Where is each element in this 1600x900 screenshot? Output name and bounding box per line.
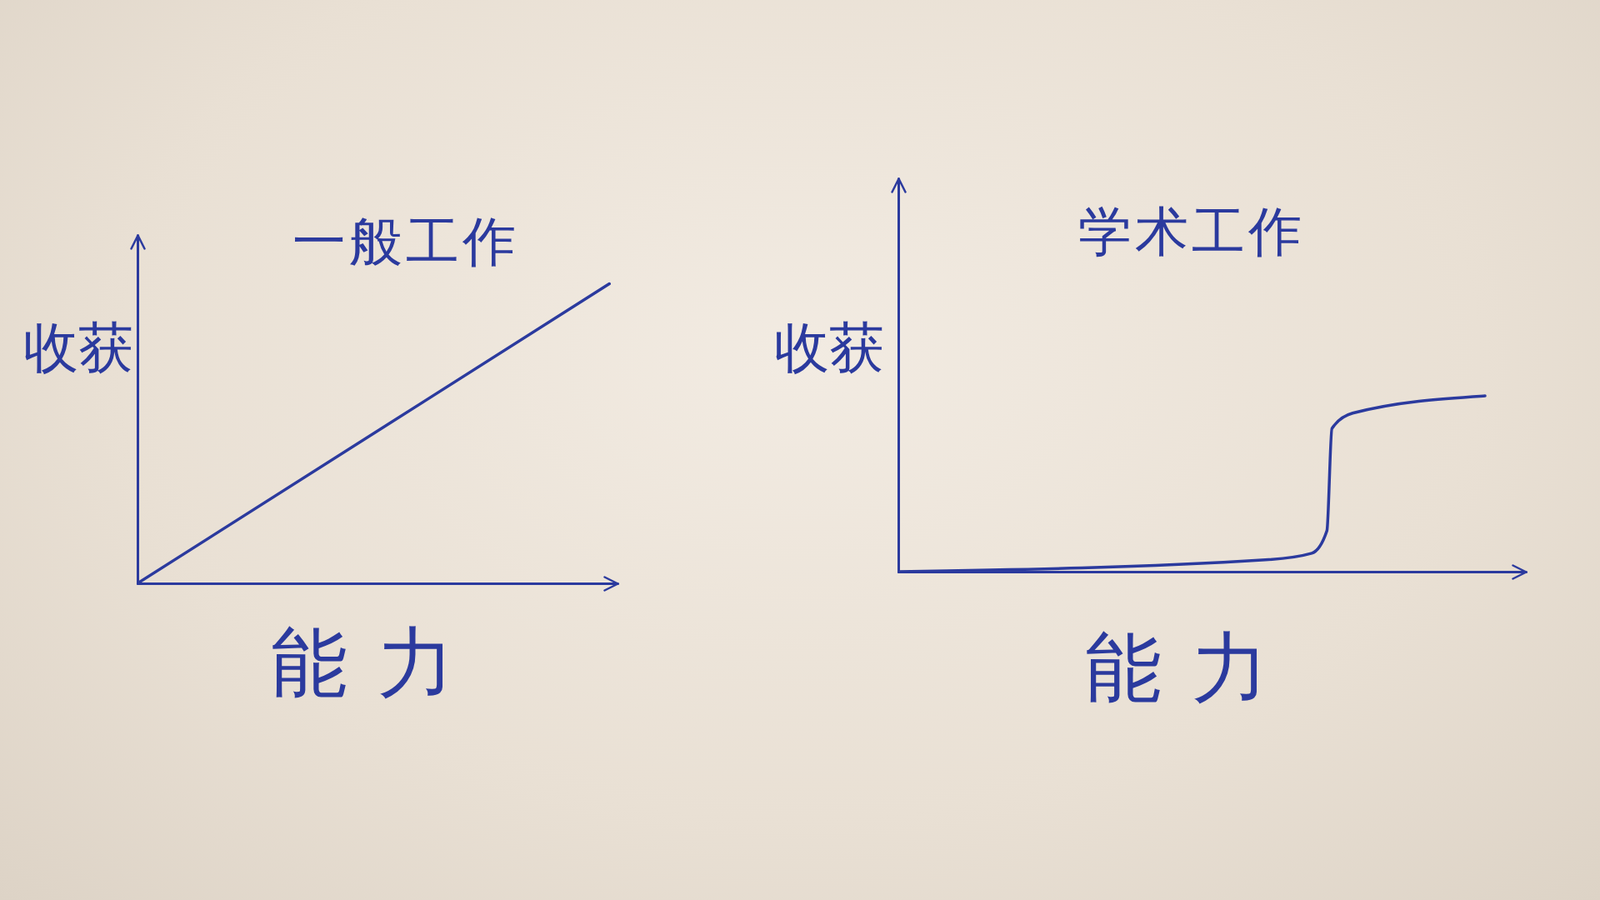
y-axis-title: 收获 [774, 315, 885, 380]
y-axis [137, 235, 139, 585]
x-axis [138, 583, 619, 585]
y-axis-title: 收获 [23, 315, 134, 380]
axis-line [138, 582, 619, 585]
data-line [898, 395, 1485, 572]
axis-line [897, 179, 900, 573]
chart: 一般工作收获能力 [23, 210, 619, 709]
canvas: 一般工作收获能力学术工作收获能力 [0, 0, 1600, 900]
data-line [137, 284, 610, 584]
x-axis-title: 能力 [270, 618, 485, 708]
title: 一般工作 [292, 210, 520, 273]
axis-line [136, 235, 140, 585]
chart: 学术工作收获能力 [774, 179, 1527, 714]
x-axis-title: 能力 [1085, 623, 1299, 713]
plot-area [137, 284, 610, 584]
plot-area [898, 395, 1485, 572]
x-axis [899, 571, 1527, 573]
y-axis [898, 179, 900, 573]
title: 学术工作 [1078, 200, 1305, 263]
